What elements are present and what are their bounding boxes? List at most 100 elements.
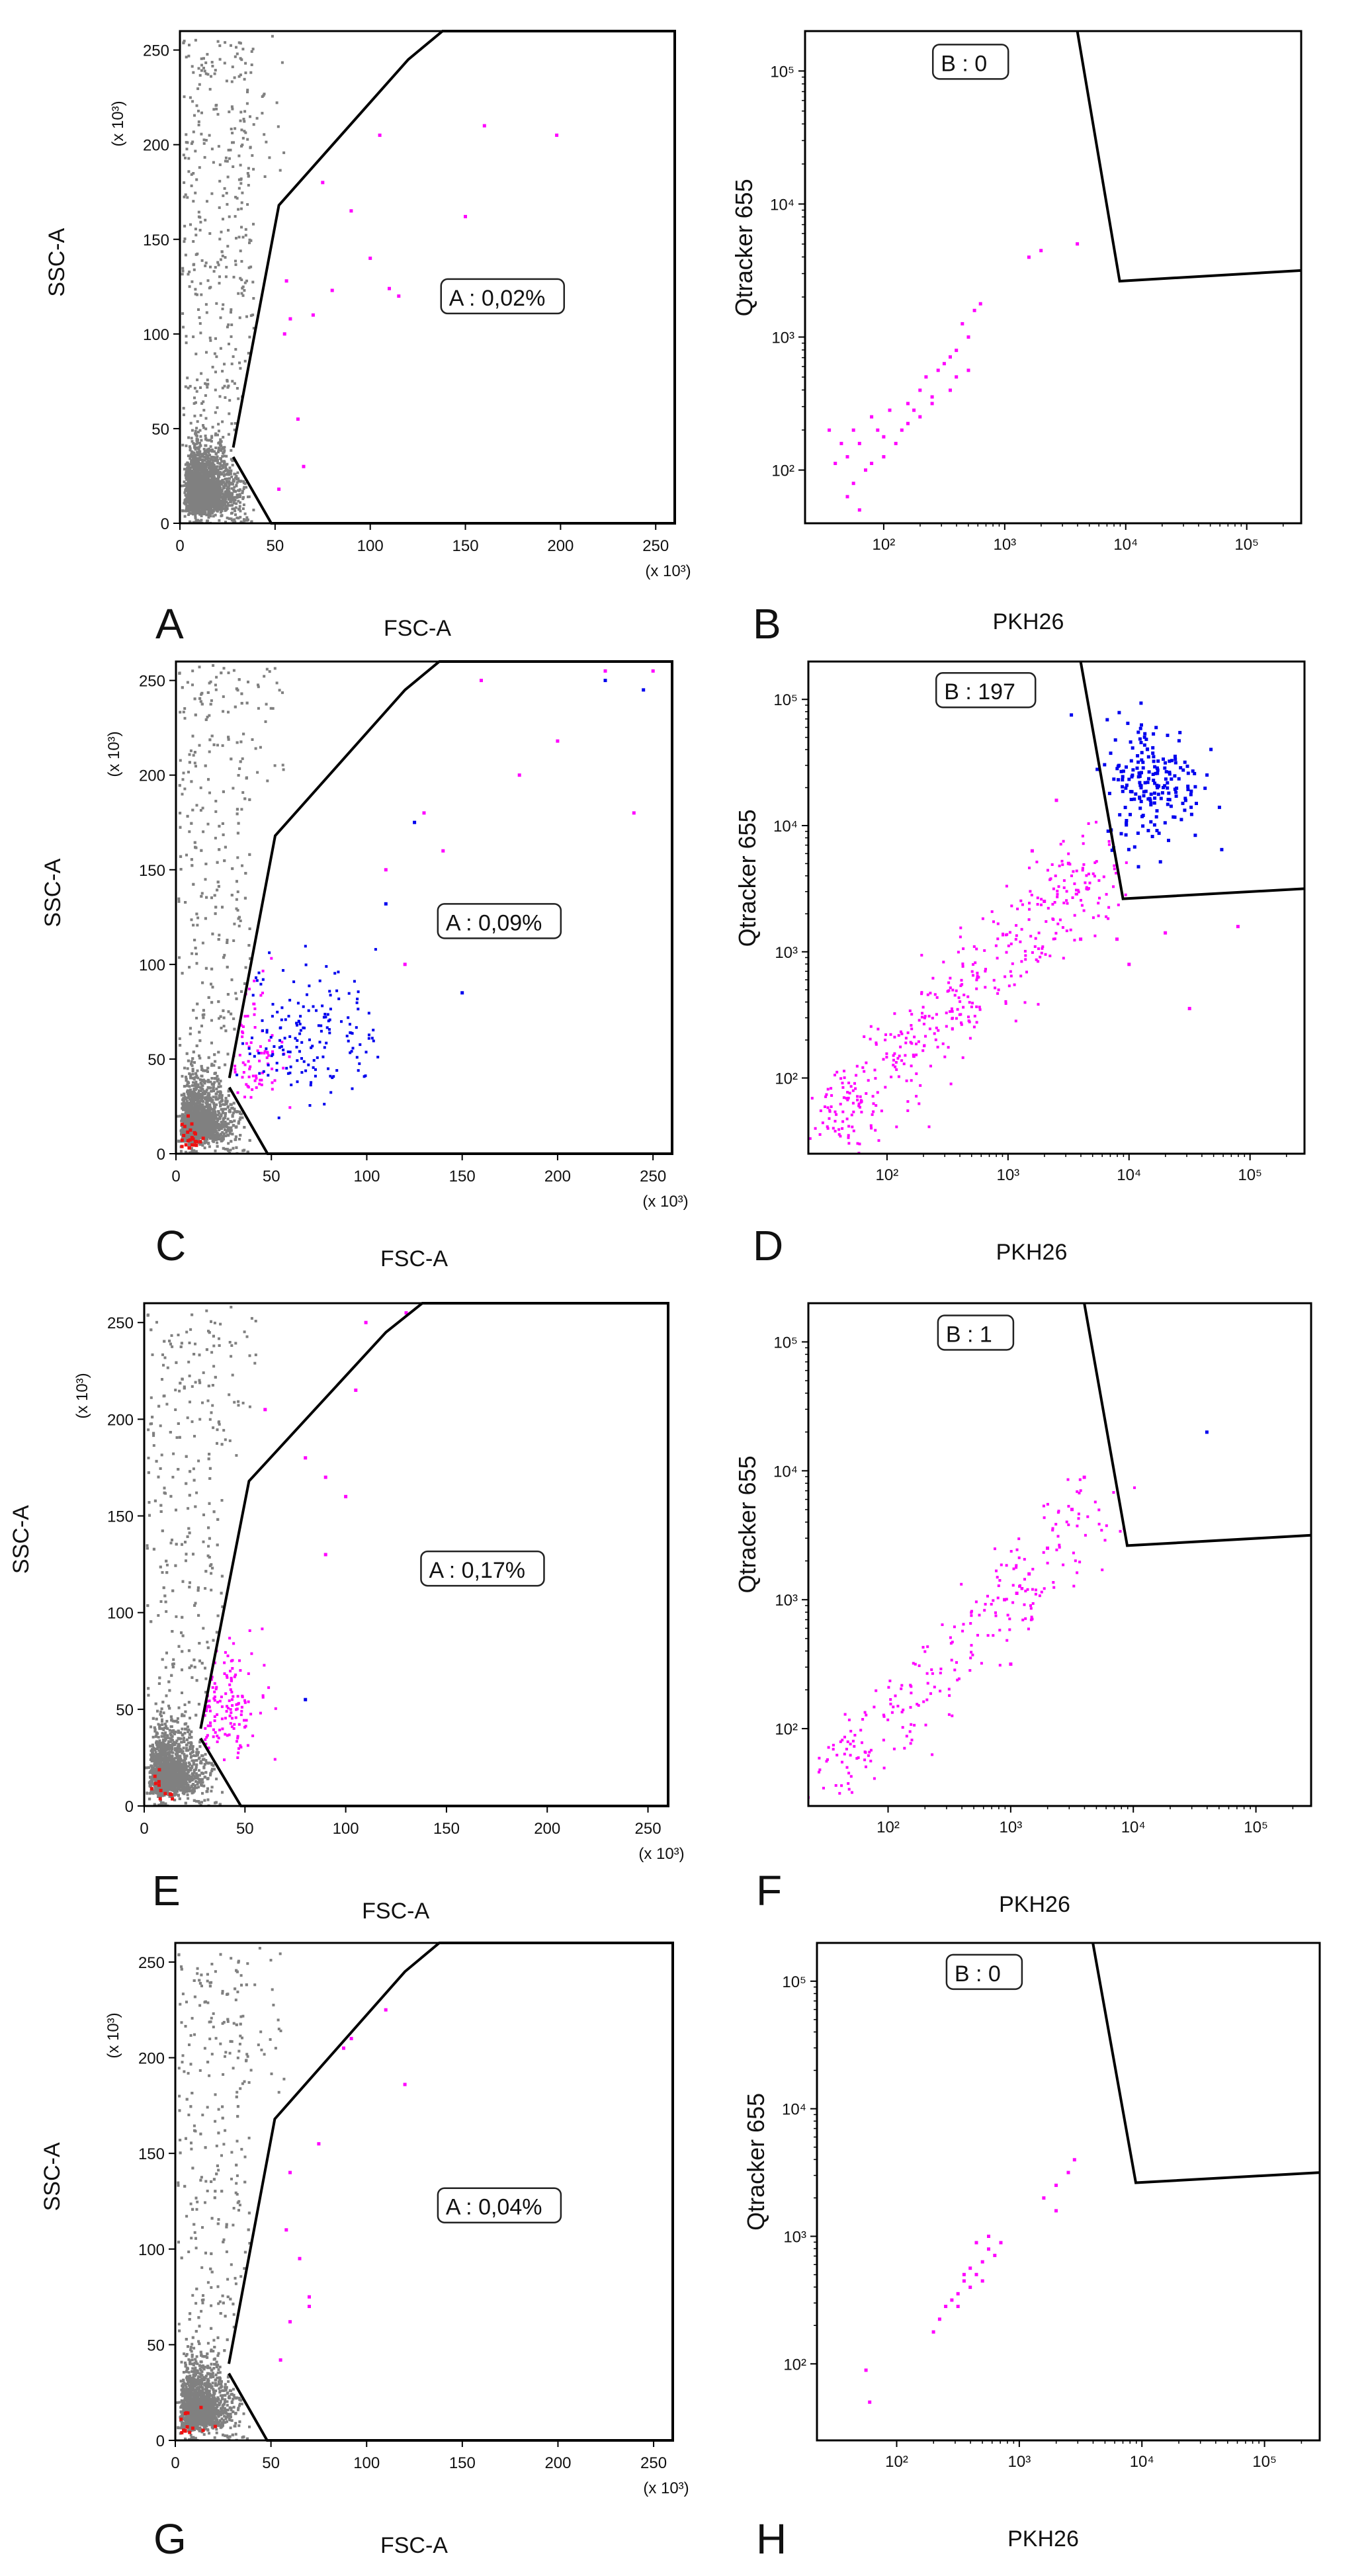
ungated-event	[198, 316, 201, 320]
ungated-event	[211, 482, 214, 485]
ungated-event	[220, 514, 223, 517]
ungated-event	[199, 413, 202, 417]
ungated-event	[242, 503, 245, 507]
ungated-event	[179, 868, 183, 871]
y-tick-label: 10³	[771, 329, 794, 347]
ungated-event	[221, 254, 224, 257]
ungated-event	[197, 210, 200, 214]
ungated-event	[214, 496, 217, 499]
ungated-event	[223, 1103, 226, 1106]
ungated-event	[210, 1019, 213, 1022]
ungated-event	[247, 680, 249, 683]
ungated-event	[192, 498, 195, 501]
ungated-event	[263, 133, 266, 136]
ungated-event	[215, 302, 218, 305]
ungated-event	[239, 42, 242, 45]
ungated-event	[188, 44, 191, 47]
ungated-event	[194, 468, 196, 472]
ungated-event	[185, 335, 188, 338]
ungated-event	[213, 468, 216, 472]
ungated-event	[196, 916, 200, 920]
ungated-event	[197, 478, 200, 482]
ungated-event	[208, 286, 211, 290]
ungated-event	[192, 1149, 196, 1152]
ungated-event	[217, 449, 220, 452]
ungated-event	[189, 1076, 192, 1080]
gated-event	[397, 294, 401, 298]
ungated-event	[182, 42, 185, 44]
ungated-event	[222, 1025, 226, 1028]
ungated-event	[192, 442, 195, 445]
ungated-event	[216, 1113, 220, 1117]
ungated-event	[192, 263, 196, 266]
ungated-event	[192, 513, 194, 516]
ungated-event	[222, 1009, 225, 1012]
ungated-event	[227, 1149, 230, 1152]
ungated-event	[219, 492, 222, 495]
ungated-event	[216, 880, 220, 884]
ungated-event	[235, 478, 238, 481]
ungated-event	[210, 699, 213, 703]
ungated-event	[199, 435, 202, 438]
ungated-event	[194, 234, 198, 237]
ungated-event	[237, 774, 240, 777]
ungated-event	[226, 386, 230, 389]
ungated-event	[186, 497, 189, 501]
event	[894, 441, 898, 445]
ungated-event	[187, 480, 190, 484]
ungated-event	[216, 406, 219, 409]
ungated-event	[191, 100, 194, 103]
ungated-event	[231, 65, 234, 69]
x-tick-label: 250	[642, 537, 669, 555]
ungated-event	[189, 384, 192, 388]
ungated-event	[237, 292, 240, 295]
event	[876, 428, 880, 432]
ungated-event	[204, 61, 208, 64]
ungated-event	[218, 163, 222, 167]
ungated-event	[241, 507, 245, 510]
ungated-event	[183, 787, 187, 791]
event	[972, 308, 976, 312]
ungated-event	[204, 878, 207, 881]
ungated-event	[237, 178, 241, 181]
ungated-event	[239, 73, 242, 77]
ungated-event	[178, 784, 181, 787]
ungated-event	[241, 48, 245, 51]
ungated-event	[202, 448, 206, 451]
ungated-event	[243, 110, 247, 113]
ungated-event	[197, 451, 200, 454]
ungated-event	[245, 486, 248, 489]
ungated-event	[222, 710, 225, 713]
ungated-event	[206, 473, 210, 476]
ungated-event	[196, 462, 198, 466]
ungated-event	[208, 493, 212, 496]
ungated-event	[204, 72, 208, 75]
ungated-event	[192, 507, 196, 511]
plot-area	[828, 30, 1302, 512]
ungated-event	[243, 120, 246, 123]
ungated-event	[200, 892, 204, 895]
y-tick-label: 250	[143, 42, 169, 60]
ungated-event	[250, 64, 253, 66]
ungated-event	[198, 513, 202, 516]
ungated-event	[224, 1135, 228, 1138]
ungated-event	[233, 428, 236, 431]
ungated-event	[214, 69, 217, 72]
ungated-event	[183, 240, 186, 243]
ungated-event	[191, 1069, 194, 1072]
event	[888, 408, 892, 412]
ungated-event	[239, 760, 242, 763]
ungated-event	[216, 505, 220, 509]
ungated-event	[238, 316, 241, 320]
ungated-event	[219, 503, 222, 507]
ungated-event	[222, 452, 225, 455]
ungated-event	[181, 1107, 184, 1110]
ungated-event	[192, 172, 195, 175]
ungated-event	[184, 501, 187, 504]
ungated-event	[252, 167, 255, 171]
ungated-event	[196, 87, 200, 91]
ungated-event	[230, 498, 234, 501]
ungated-event	[183, 224, 187, 228]
ungated-event	[196, 469, 199, 472]
ungated-event	[194, 461, 197, 464]
